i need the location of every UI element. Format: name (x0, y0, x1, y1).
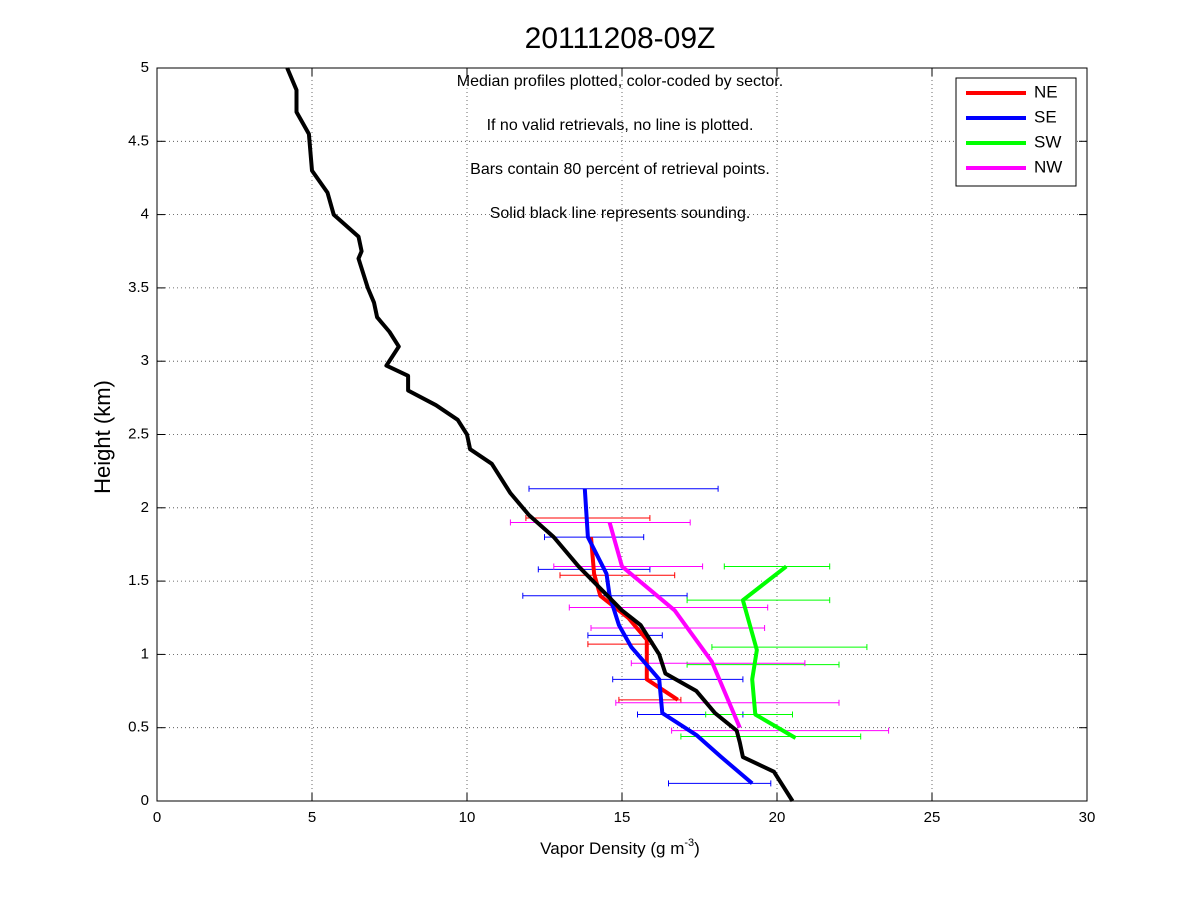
y-tick-label: 3 (141, 352, 149, 369)
x-tick-label: 5 (308, 809, 316, 826)
x-axis-label-end: ) (694, 839, 700, 858)
sounding-line (285, 67, 795, 803)
x-tick-label: 15 (614, 809, 631, 826)
profile-line (582, 488, 754, 785)
annotation: If no valid retrievals, no line is plott… (487, 117, 754, 134)
x-axis-label-text: Vapor Density (g m (540, 839, 684, 858)
profile-line (607, 521, 742, 729)
y-tick-label: 0.5 (128, 719, 149, 736)
profile-line (740, 564, 797, 740)
y-tick-label: 2 (141, 499, 149, 516)
x-tick-label: 25 (924, 809, 941, 826)
annotation: Median profiles plotted, color-coded by … (457, 73, 783, 90)
x-axis-label: Vapor Density (g m-3) (540, 837, 700, 859)
y-axis-label: Height (km) (90, 380, 115, 494)
y-tick-label: 4 (141, 206, 149, 223)
plot-frame (156, 67, 1088, 802)
annotation: Solid black line represents sounding. (490, 205, 751, 222)
legend-label: NE (1034, 82, 1058, 101)
x-tick-label: 0 (153, 809, 161, 826)
y-tick-label: 0 (141, 792, 149, 809)
annotation: Bars contain 80 percent of retrieval poi… (470, 161, 770, 178)
y-tick-label: 1 (141, 645, 149, 662)
legend-label: SW (1034, 132, 1061, 151)
y-tick-label: 5 (141, 59, 149, 76)
legend-label: SE (1034, 107, 1057, 126)
y-tick-label: 3.5 (128, 279, 149, 296)
x-tick-label: 20 (769, 809, 786, 826)
profile-line (589, 536, 679, 702)
x-tick-label: 30 (1079, 809, 1096, 826)
y-tick-label: 1.5 (128, 572, 149, 589)
y-tick-label: 2.5 (128, 425, 149, 442)
x-tick-label: 10 (459, 809, 476, 826)
x-axis-label-sup: -3 (684, 837, 694, 849)
legend-label: NW (1034, 157, 1062, 176)
chart-title: 20111208-09Z (525, 22, 716, 55)
y-tick-label: 4.5 (128, 132, 149, 149)
